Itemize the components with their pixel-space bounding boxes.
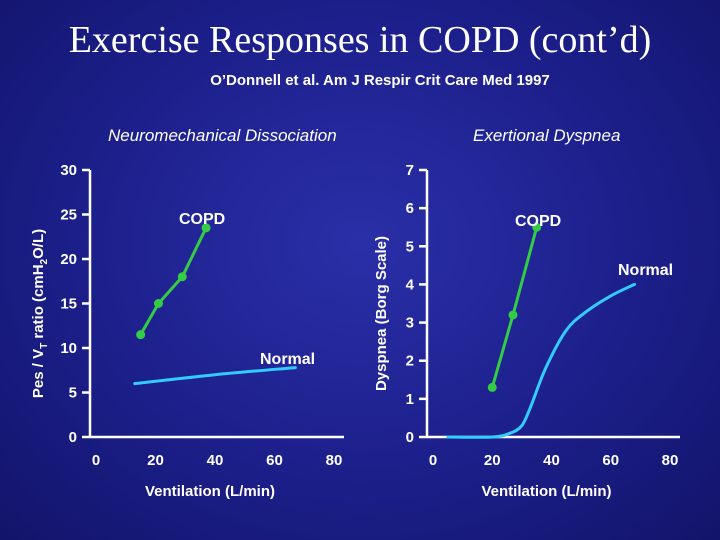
- right-y-tick-label: 0: [406, 429, 414, 446]
- citation: O’Donnell et al. Am J Respir Crit Care M…: [210, 72, 550, 89]
- y-axis-title-part: 2: [39, 258, 50, 264]
- left-y-tick-label: 15: [60, 296, 77, 313]
- right-y-tick-label: 1: [406, 391, 414, 408]
- left-copd-label: COPD: [179, 211, 225, 228]
- left-y-tick-label: 10: [60, 340, 77, 357]
- left-copd-line: [139, 226, 208, 337]
- left-copd-point: [136, 330, 146, 340]
- right-y-tick-label: 6: [406, 200, 414, 217]
- right-copd-line: [490, 225, 539, 389]
- y-axis-title-part: Pes / V: [30, 349, 47, 398]
- left-chart-title: Neuromechanical Dissociation: [108, 126, 337, 145]
- left-y-tick-label: 0: [69, 429, 77, 446]
- left-y-tick-label: 20: [60, 251, 77, 268]
- right-copd-point: [532, 222, 542, 232]
- right-y-tick-label: 3: [406, 315, 414, 332]
- left-y-tick-label: 30: [60, 162, 77, 179]
- left-normal-label: Normal: [260, 351, 315, 368]
- right-x-tick-label: 20: [484, 452, 501, 469]
- right-y-tick-label: 5: [406, 238, 414, 255]
- left-copd-point: [177, 272, 187, 282]
- right-copd-point: [487, 382, 497, 392]
- left-normal-line: [133, 366, 297, 386]
- right-copd-point: [508, 310, 518, 320]
- right-copd-label: COPD: [515, 213, 561, 230]
- right-x-tick-label: 60: [602, 452, 619, 469]
- left-y-tick-label: 5: [69, 385, 77, 402]
- left-x-tick-label: 20: [147, 452, 164, 469]
- left-x-axis-title: Ventilation (L/min): [145, 483, 275, 500]
- right-y-tick-label: 7: [406, 162, 414, 179]
- left-x-tick-label: 80: [326, 452, 343, 469]
- left-x-tick-label: 0: [92, 452, 100, 469]
- left-copd-point: [201, 223, 211, 233]
- y-axis-title-part: ratio (cmH: [30, 264, 47, 342]
- right-normal-line: [446, 282, 636, 439]
- left-y-tick-label: 25: [60, 207, 77, 224]
- right-chart-title: Exertional Dyspnea: [473, 126, 621, 145]
- right-y-tick-label: 2: [406, 353, 414, 370]
- left-copd-point: [153, 299, 163, 308]
- right-x-tick-label: 40: [543, 452, 560, 469]
- left-x-tick-label: 60: [266, 452, 283, 469]
- right-y-axis-title: Dyspnea (Borg Scale): [373, 236, 390, 391]
- y-axis-title-part: O/L): [30, 229, 47, 259]
- right-normal-label: Normal: [618, 262, 673, 279]
- left-x-tick-label: 40: [207, 452, 224, 469]
- y-axis-title-part: T: [39, 343, 50, 349]
- slide-title: Exercise Responses in COPD (cont’d): [68, 19, 652, 61]
- right-x-tick-label: 80: [662, 452, 679, 469]
- right-x-tick-label: 0: [429, 452, 437, 469]
- left-y-axis-title: Pes / VT ratio (cmH2O/L): [30, 229, 50, 398]
- right-x-axis-title: Ventilation (L/min): [482, 483, 612, 500]
- right-y-tick-label: 4: [406, 276, 415, 293]
